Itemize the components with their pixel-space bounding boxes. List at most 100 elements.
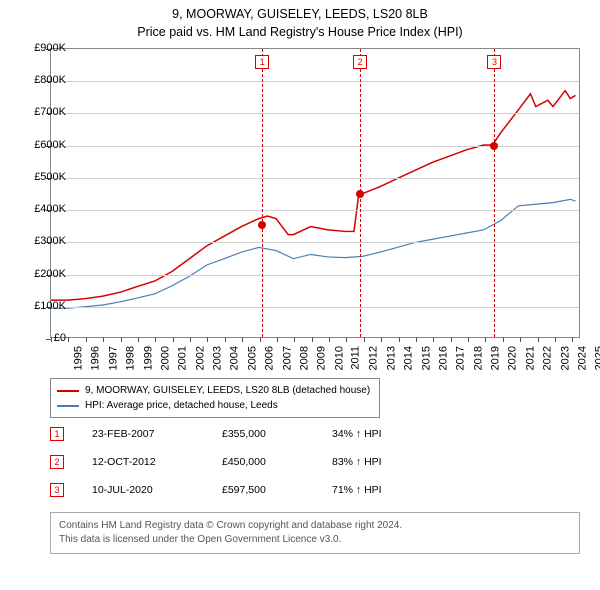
x-axis-label: 2002 [194, 346, 206, 370]
event-marker-badge: 3 [487, 55, 501, 69]
trans-date: 10-JUL-2020 [92, 484, 222, 496]
gridline-h [51, 178, 579, 179]
gridline-h [51, 275, 579, 276]
marker-badge: 3 [50, 483, 64, 497]
tick-x [138, 337, 139, 342]
event-marker-badge: 2 [353, 55, 367, 69]
title-block: 9, MOORWAY, GUISELEY, LEEDS, LS20 8LB Pr… [0, 0, 600, 41]
x-axis-label: 2004 [229, 346, 241, 370]
chart-container: 9, MOORWAY, GUISELEY, LEEDS, LS20 8LB Pr… [0, 0, 600, 590]
table-row: 3 10-JUL-2020 £597,500 71% ↑ HPI [50, 476, 432, 504]
trans-price: £450,000 [222, 456, 332, 468]
legend-label: HPI: Average price, detached house, Leed… [85, 398, 278, 413]
x-axis-label: 2007 [281, 346, 293, 370]
gridline-h [51, 81, 579, 82]
x-axis-label: 2021 [524, 346, 536, 370]
series-line [51, 199, 576, 308]
chart-plot-area: 1 2 3 [50, 48, 580, 338]
legend-label: 9, MOORWAY, GUISELEY, LEEDS, LS20 8LB (d… [85, 383, 370, 398]
y-axis-label: £100K [21, 300, 66, 312]
tick-x [68, 337, 69, 342]
footer-line1: Contains HM Land Registry data © Crown c… [59, 519, 571, 533]
x-axis-label: 2016 [437, 346, 449, 370]
tick-x [277, 337, 278, 342]
trans-pct: 71% ↑ HPI [332, 484, 432, 496]
tick-x [468, 337, 469, 342]
trans-price: £355,000 [222, 428, 332, 440]
x-axis-label: 2009 [316, 346, 328, 370]
table-row: 1 23-FEB-2007 £355,000 34% ↑ HPI [50, 420, 432, 448]
table-row: 2 12-OCT-2012 £450,000 83% ↑ HPI [50, 448, 432, 476]
event-point [356, 190, 364, 198]
marker-badge: 2 [50, 455, 64, 469]
chart-lines-svg [51, 49, 579, 337]
x-axis-label: 2001 [177, 346, 189, 370]
x-axis-label: 2008 [298, 346, 310, 370]
trans-pct: 34% ↑ HPI [332, 428, 432, 440]
y-axis-label: £700K [21, 106, 66, 118]
event-point [258, 221, 266, 229]
x-axis-label: 2011 [350, 346, 362, 370]
tick-x [572, 337, 573, 342]
x-axis-label: 2019 [490, 346, 502, 370]
x-axis-label: 1995 [72, 346, 84, 370]
tick-x [155, 337, 156, 342]
y-axis-label: £200K [21, 268, 66, 280]
tick-x [381, 337, 382, 342]
x-axis-label: 2006 [264, 346, 276, 370]
x-axis-label: 2018 [472, 346, 484, 370]
gridline-h [51, 113, 579, 114]
y-axis-label: £500K [21, 171, 66, 183]
x-axis-label: 2012 [368, 346, 380, 370]
legend-row: 9, MOORWAY, GUISELEY, LEEDS, LS20 8LB (d… [57, 383, 373, 398]
title-line1: 9, MOORWAY, GUISELEY, LEEDS, LS20 8LB [0, 6, 600, 24]
gridline-h [51, 146, 579, 147]
legend-box: 9, MOORWAY, GUISELEY, LEEDS, LS20 8LB (d… [50, 378, 380, 418]
tick-x [103, 337, 104, 342]
tick-x [86, 337, 87, 342]
x-axis-label: 1999 [142, 346, 154, 370]
x-axis-label: 1998 [125, 346, 137, 370]
x-axis-label: 2020 [507, 346, 519, 370]
tick-x [346, 337, 347, 342]
trans-pct: 83% ↑ HPI [332, 456, 432, 468]
transactions-table: 1 23-FEB-2007 £355,000 34% ↑ HPI 2 12-OC… [50, 420, 432, 504]
legend-swatch [57, 405, 79, 407]
footer-line2: This data is licensed under the Open Gov… [59, 533, 571, 547]
gridline-h [51, 307, 579, 308]
tick-x [364, 337, 365, 342]
y-axis-label: £600K [21, 139, 66, 151]
tick-x [225, 337, 226, 342]
trans-date: 23-FEB-2007 [92, 428, 222, 440]
trans-date: 12-OCT-2012 [92, 456, 222, 468]
x-axis-label: 2015 [420, 346, 432, 370]
x-axis-label: 2010 [333, 346, 345, 370]
x-axis-label: 2022 [542, 346, 554, 370]
tick-x [207, 337, 208, 342]
tick-x [329, 337, 330, 342]
tick-x [399, 337, 400, 342]
tick-x [190, 337, 191, 342]
footer-attribution: Contains HM Land Registry data © Crown c… [50, 512, 580, 554]
y-axis-label: £300K [21, 235, 66, 247]
legend-row: HPI: Average price, detached house, Leed… [57, 398, 373, 413]
x-axis-label: 2003 [212, 346, 224, 370]
tick-x [121, 337, 122, 342]
x-axis-label: 1996 [90, 346, 102, 370]
y-axis-label: £400K [21, 203, 66, 215]
tick-x [555, 337, 556, 342]
series-line [51, 91, 576, 301]
x-axis-label: 2023 [559, 346, 571, 370]
x-axis-label: 2017 [455, 346, 467, 370]
event-marker-badge: 1 [255, 55, 269, 69]
event-point [490, 142, 498, 150]
x-axis-label: 2025 [594, 346, 600, 370]
tick-x [503, 337, 504, 342]
gridline-h [51, 210, 579, 211]
legend-swatch [57, 390, 79, 392]
tick-x [451, 337, 452, 342]
title-line2: Price paid vs. HM Land Registry's House … [0, 24, 600, 42]
tick-x [485, 337, 486, 342]
x-axis-label: 2024 [576, 346, 588, 370]
event-vline [262, 49, 263, 337]
